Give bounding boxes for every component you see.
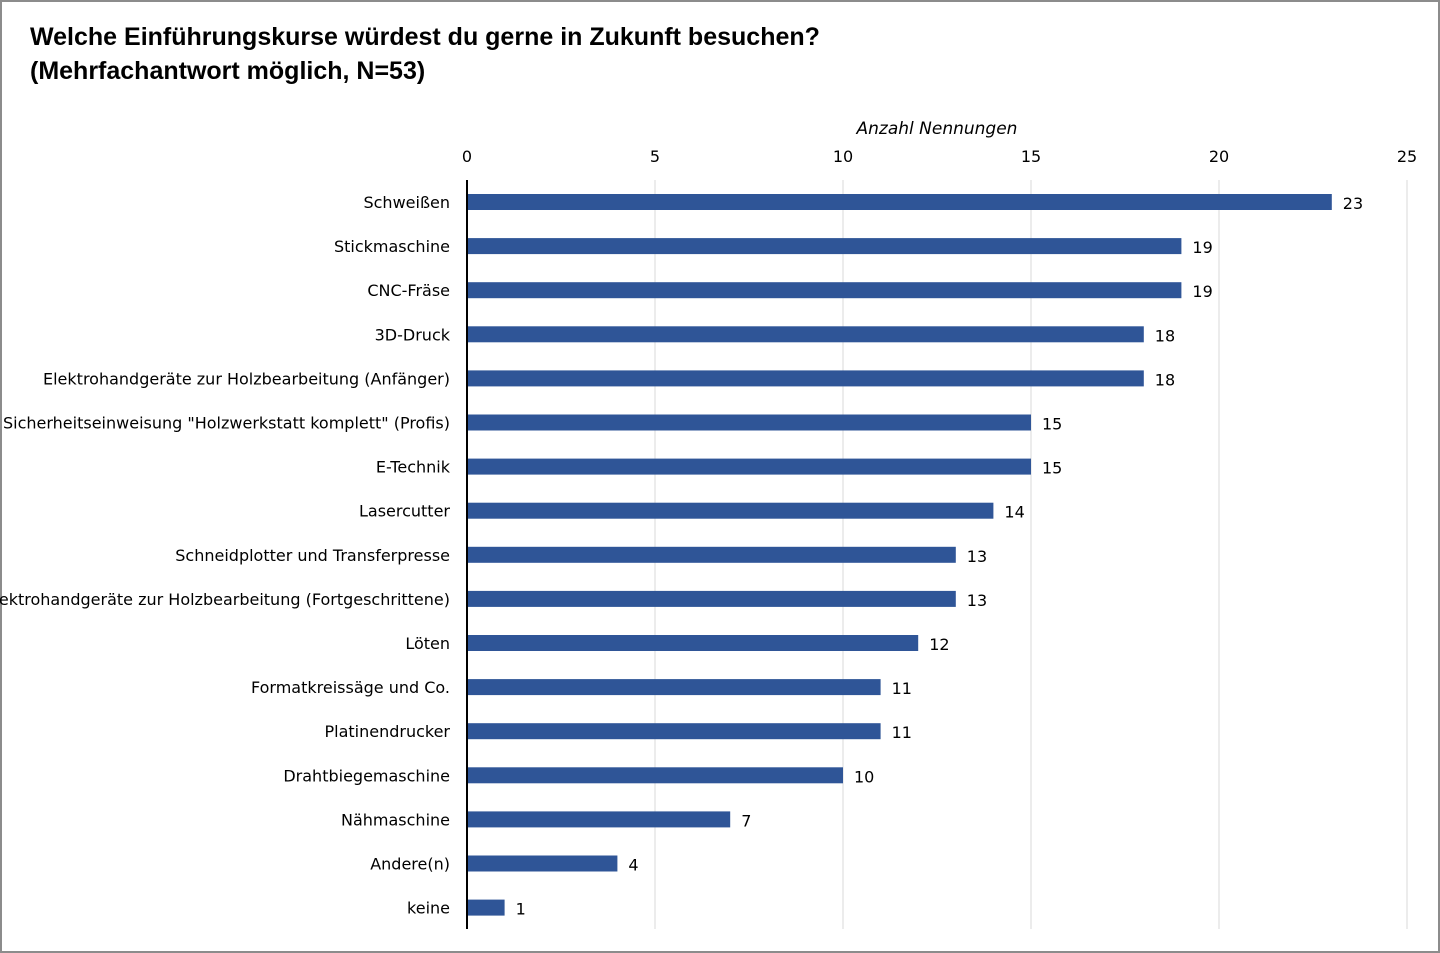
data-label: 10 — [854, 767, 874, 786]
chart-title-block: Welche Einführungskurse würdest du gerne… — [30, 20, 820, 88]
category-label: CNC-Fräse — [367, 281, 450, 300]
bar — [467, 238, 1182, 255]
x-tick-label: 15 — [1021, 147, 1041, 166]
bars — [467, 194, 1332, 916]
category-labels: Schweißen Stickmaschine CNC-Fräse 3D-Druck E… — [0, 193, 451, 918]
category-label: Platinendrucker — [324, 722, 450, 741]
bar — [467, 767, 843, 784]
category-label: Elektrohandgeräte zur Holzbearbeitung (A… — [43, 369, 450, 388]
data-label: 15 — [1042, 415, 1062, 434]
category-label: E-Technik — [376, 458, 451, 477]
data-label: 13 — [967, 591, 987, 610]
category-label: Lasercutter — [359, 502, 450, 521]
bar — [467, 590, 956, 607]
data-label: 23 — [1343, 194, 1363, 213]
data-label: 13 — [967, 547, 987, 566]
data-label: 15 — [1042, 459, 1062, 478]
data-labels: 23 19 19 18 18 15 15 14 13 13 12 11 11 10 7 4 1 — [516, 194, 1364, 919]
x-tick-label: 5 — [650, 147, 660, 166]
x-tick-label: 0 — [462, 147, 472, 166]
x-tick-labels: 0 5 10 15 20 25 — [462, 147, 1417, 166]
category-label: keine — [407, 899, 450, 918]
chart-subtitle: (Mehrfachantwort möglich, N=53) — [30, 57, 426, 85]
bar — [467, 855, 618, 872]
bar — [467, 679, 881, 696]
bar — [467, 723, 881, 740]
category-label: Nähmaschine — [341, 810, 450, 829]
category-label: Schneidplotter und Transferpresse — [175, 546, 450, 565]
x-axis-label: Anzahl Nennungen — [856, 119, 1018, 139]
chart-title: Welche Einführungskurse würdest du gerne… — [30, 23, 820, 51]
data-label: 19 — [1192, 282, 1212, 301]
data-label: 18 — [1155, 326, 1175, 345]
bar — [467, 414, 1031, 431]
bar — [467, 458, 1031, 475]
data-label: 1 — [516, 900, 526, 919]
data-label: 4 — [628, 856, 638, 875]
category-label: 3D-Druck — [375, 325, 451, 344]
bar — [467, 546, 956, 563]
data-label: 11 — [892, 679, 912, 698]
category-label: Schweißen — [363, 193, 450, 212]
category-label: Stickmaschine — [334, 237, 450, 256]
category-label: Formatkreissäge und Co. — [251, 678, 450, 697]
bar — [467, 811, 731, 828]
category-label: Sicherheitseinweisung "Holzwerkstatt kom… — [3, 414, 450, 433]
data-label: 12 — [929, 635, 949, 654]
category-label: Löten — [405, 634, 450, 653]
bar — [467, 502, 994, 519]
category-label: Drahtbiegemaschine — [283, 766, 450, 785]
bar — [467, 370, 1144, 387]
data-label: 19 — [1192, 238, 1212, 257]
bar — [467, 326, 1144, 343]
bar — [467, 194, 1332, 210]
category-label: Elektrohandgeräte zur Holzbearbeitung (F… — [0, 590, 450, 609]
data-label: 7 — [741, 811, 751, 830]
data-label: 18 — [1155, 370, 1175, 389]
data-label: 14 — [1004, 503, 1024, 522]
category-label: Andere(n) — [370, 855, 450, 874]
x-tick-label: 25 — [1397, 147, 1417, 166]
x-tick-label: 20 — [1209, 147, 1229, 166]
data-label: 11 — [892, 723, 912, 742]
bar — [467, 635, 919, 651]
bar — [467, 899, 505, 916]
bar — [467, 282, 1182, 299]
x-tick-label: 10 — [833, 147, 853, 166]
